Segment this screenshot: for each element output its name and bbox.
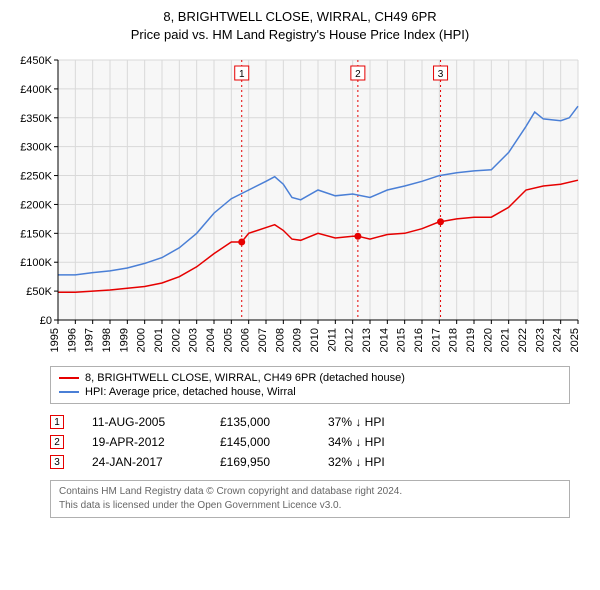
sale-marker: 1 [50, 415, 64, 429]
svg-text:2025: 2025 [569, 328, 581, 352]
svg-text:2008: 2008 [274, 328, 286, 352]
svg-text:3: 3 [438, 69, 444, 80]
svg-text:2007: 2007 [257, 328, 269, 352]
sale-price: £169,950 [220, 455, 300, 469]
title-line-2: Price paid vs. HM Land Registry's House … [10, 26, 590, 44]
sale-row: 1 11-AUG-2005 £135,000 37% ↓ HPI [50, 412, 570, 432]
legend-item: 8, BRIGHTWELL CLOSE, WIRRAL, CH49 6PR (d… [59, 371, 561, 385]
svg-text:£50K: £50K [26, 286, 52, 298]
svg-text:£350K: £350K [20, 113, 52, 125]
svg-text:2010: 2010 [309, 328, 321, 352]
sale-marker: 2 [50, 435, 64, 449]
sale-delta: 34% ↓ HPI [328, 435, 570, 449]
svg-text:£100K: £100K [20, 258, 52, 270]
svg-text:2016: 2016 [413, 328, 425, 352]
svg-text:£150K: £150K [20, 229, 52, 241]
legend-swatch [59, 377, 79, 379]
legend-label: 8, BRIGHTWELL CLOSE, WIRRAL, CH49 6PR (d… [85, 372, 405, 384]
svg-text:1997: 1997 [84, 328, 96, 352]
svg-text:£450K: £450K [20, 55, 52, 67]
svg-text:2009: 2009 [292, 328, 304, 352]
svg-text:£250K: £250K [20, 171, 52, 183]
svg-text:2013: 2013 [361, 328, 373, 352]
svg-text:2018: 2018 [448, 328, 460, 352]
svg-text:2022: 2022 [517, 328, 529, 352]
svg-text:2003: 2003 [188, 328, 200, 352]
svg-text:2005: 2005 [222, 328, 234, 352]
svg-text:1998: 1998 [101, 328, 113, 352]
chart-area: £0 £50K £100K £150K £200K £250K £300K £350K £400… [10, 50, 590, 360]
svg-text:2002: 2002 [170, 328, 182, 352]
sale-marker: 3 [50, 455, 64, 469]
svg-text:2014: 2014 [378, 328, 390, 352]
sale-delta: 37% ↓ HPI [328, 415, 570, 429]
svg-text:2011: 2011 [326, 328, 338, 352]
svg-text:2021: 2021 [500, 328, 512, 352]
svg-text:£300K: £300K [20, 142, 52, 154]
sale-delta: 32% ↓ HPI [328, 455, 570, 469]
sales-table: 1 11-AUG-2005 £135,000 37% ↓ HPI 2 19-APR-201… [50, 412, 570, 472]
svg-text:2019: 2019 [465, 328, 477, 352]
chart-container: 8, BRIGHTWELL CLOSE, WIRRAL, CH49 6PR Pr… [0, 0, 600, 528]
footer-attribution: Contains HM Land Registry data © Crown c… [50, 480, 570, 518]
legend-item: HPI: Average price, detached house, Wirr… [59, 385, 561, 399]
svg-text:2023: 2023 [534, 328, 546, 352]
svg-text:2020: 2020 [482, 328, 494, 352]
svg-text:£200K: £200K [20, 200, 52, 212]
svg-text:1996: 1996 [66, 328, 78, 352]
title-line-1: 8, BRIGHTWELL CLOSE, WIRRAL, CH49 6PR [10, 8, 590, 26]
line-chart-svg: £0 £50K £100K £150K £200K £250K £300K £350K £400… [10, 50, 590, 360]
footer-line-2: This data is licensed under the Open Gov… [59, 499, 561, 513]
legend-box: 8, BRIGHTWELL CLOSE, WIRRAL, CH49 6PR (d… [50, 366, 570, 404]
legend-swatch [59, 391, 79, 393]
sale-date: 19-APR-2012 [92, 435, 192, 449]
sale-date: 11-AUG-2005 [92, 415, 192, 429]
svg-text:2015: 2015 [396, 328, 408, 352]
sale-row: 3 24-JAN-2017 £169,950 32% ↓ HPI [50, 452, 570, 472]
legend-label: HPI: Average price, detached house, Wirr… [85, 386, 296, 398]
svg-text:£400K: £400K [20, 84, 52, 96]
svg-text:2017: 2017 [430, 328, 442, 352]
sale-price: £145,000 [220, 435, 300, 449]
footer-line-1: Contains HM Land Registry data © Crown c… [59, 485, 561, 499]
svg-text:2024: 2024 [552, 328, 564, 352]
svg-text:2001: 2001 [153, 328, 165, 352]
svg-text:2000: 2000 [136, 328, 148, 352]
sale-row: 2 19-APR-2012 £145,000 34% ↓ HPI [50, 432, 570, 452]
svg-text:2004: 2004 [205, 328, 217, 352]
svg-text:1: 1 [239, 69, 245, 80]
svg-text:1999: 1999 [118, 328, 130, 352]
svg-text:£0: £0 [40, 315, 52, 327]
svg-text:2: 2 [355, 69, 361, 80]
svg-text:2006: 2006 [240, 328, 252, 352]
sale-price: £135,000 [220, 415, 300, 429]
svg-text:2012: 2012 [344, 328, 356, 352]
svg-text:1995: 1995 [49, 328, 61, 352]
sale-date: 24-JAN-2017 [92, 455, 192, 469]
